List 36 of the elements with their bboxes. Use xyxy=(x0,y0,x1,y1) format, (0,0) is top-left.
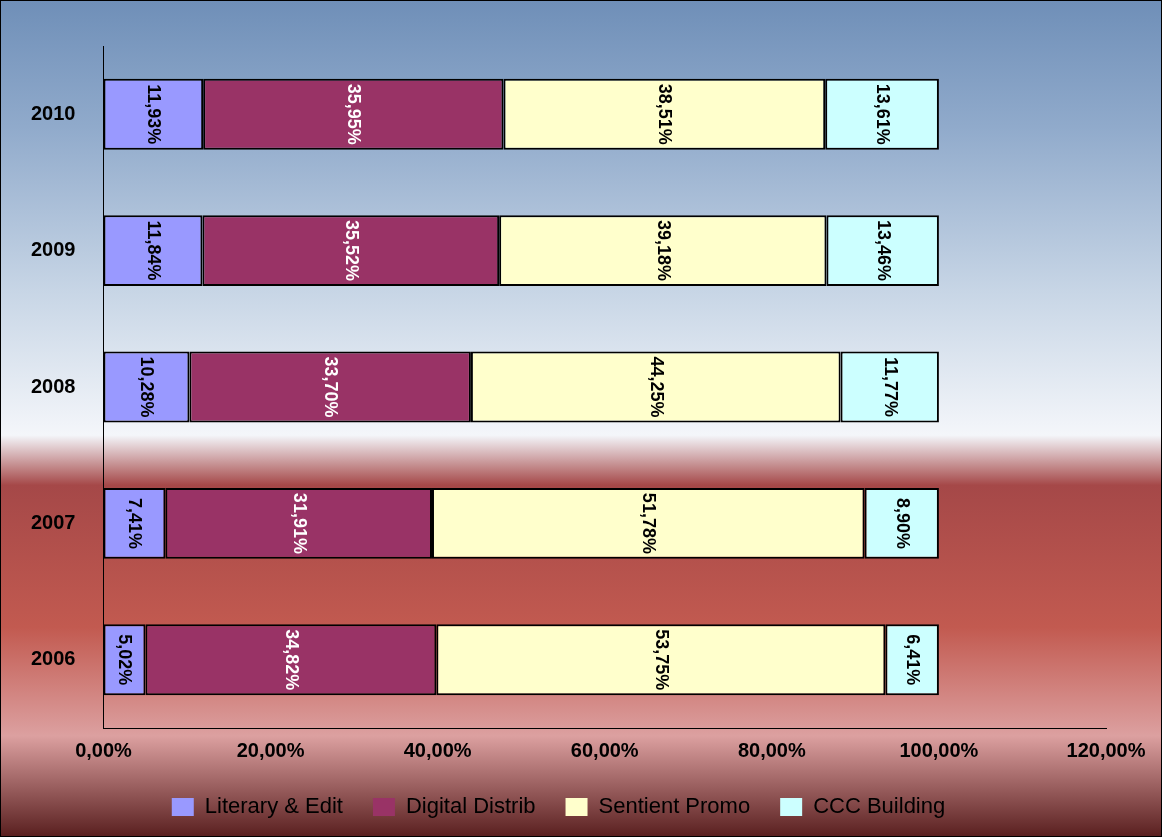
data-label: 35,95% xyxy=(344,83,365,145)
x-tick-label: 120,00% xyxy=(1066,738,1146,761)
data-label: 13,46% xyxy=(873,220,894,282)
data-label: 11,93% xyxy=(144,84,165,145)
data-label: 38,51% xyxy=(655,83,676,145)
x-tick-label: 40,00% xyxy=(403,738,472,761)
y-tick-label: 2008 xyxy=(30,374,76,397)
y-tick-label: 2006 xyxy=(30,647,76,670)
data-label: 33,70% xyxy=(321,356,342,418)
legend-label: Digital Distrib xyxy=(405,793,536,819)
y-tick-label: 2007 xyxy=(30,510,76,533)
data-label: 11,84% xyxy=(143,220,164,281)
x-tick-label: 100,00% xyxy=(899,738,979,761)
data-label: 51,78% xyxy=(639,492,660,554)
x-tick-label: 20,00% xyxy=(236,738,305,761)
x-tick-label: 80,00% xyxy=(737,738,806,761)
data-label: 39,18% xyxy=(653,220,674,282)
x-tick-label: 60,00% xyxy=(570,738,639,761)
data-label: 31,91% xyxy=(289,492,310,554)
data-label: 10,28% xyxy=(137,356,158,418)
legend-label: CCC Building xyxy=(813,793,946,819)
y-tick-label: 2009 xyxy=(30,238,76,261)
data-label: 7,41% xyxy=(125,497,146,549)
legend-label: Literary & Edit xyxy=(204,793,343,819)
legend-label: Sentient Promo xyxy=(598,793,751,819)
data-label: 8,90% xyxy=(892,497,913,549)
data-label: 34,82% xyxy=(281,629,302,691)
x-tick-label: 0,00% xyxy=(75,738,133,761)
y-tick-label: 2010 xyxy=(30,101,76,124)
data-label: 6,41% xyxy=(903,634,924,686)
data-label: 44,25% xyxy=(646,356,667,418)
data-label: 5,02% xyxy=(115,634,136,686)
data-label: 11,77% xyxy=(880,356,901,418)
data-label: 53,75% xyxy=(651,629,672,691)
data-label: 13,61% xyxy=(873,83,894,145)
data-label: 35,52% xyxy=(341,220,362,282)
